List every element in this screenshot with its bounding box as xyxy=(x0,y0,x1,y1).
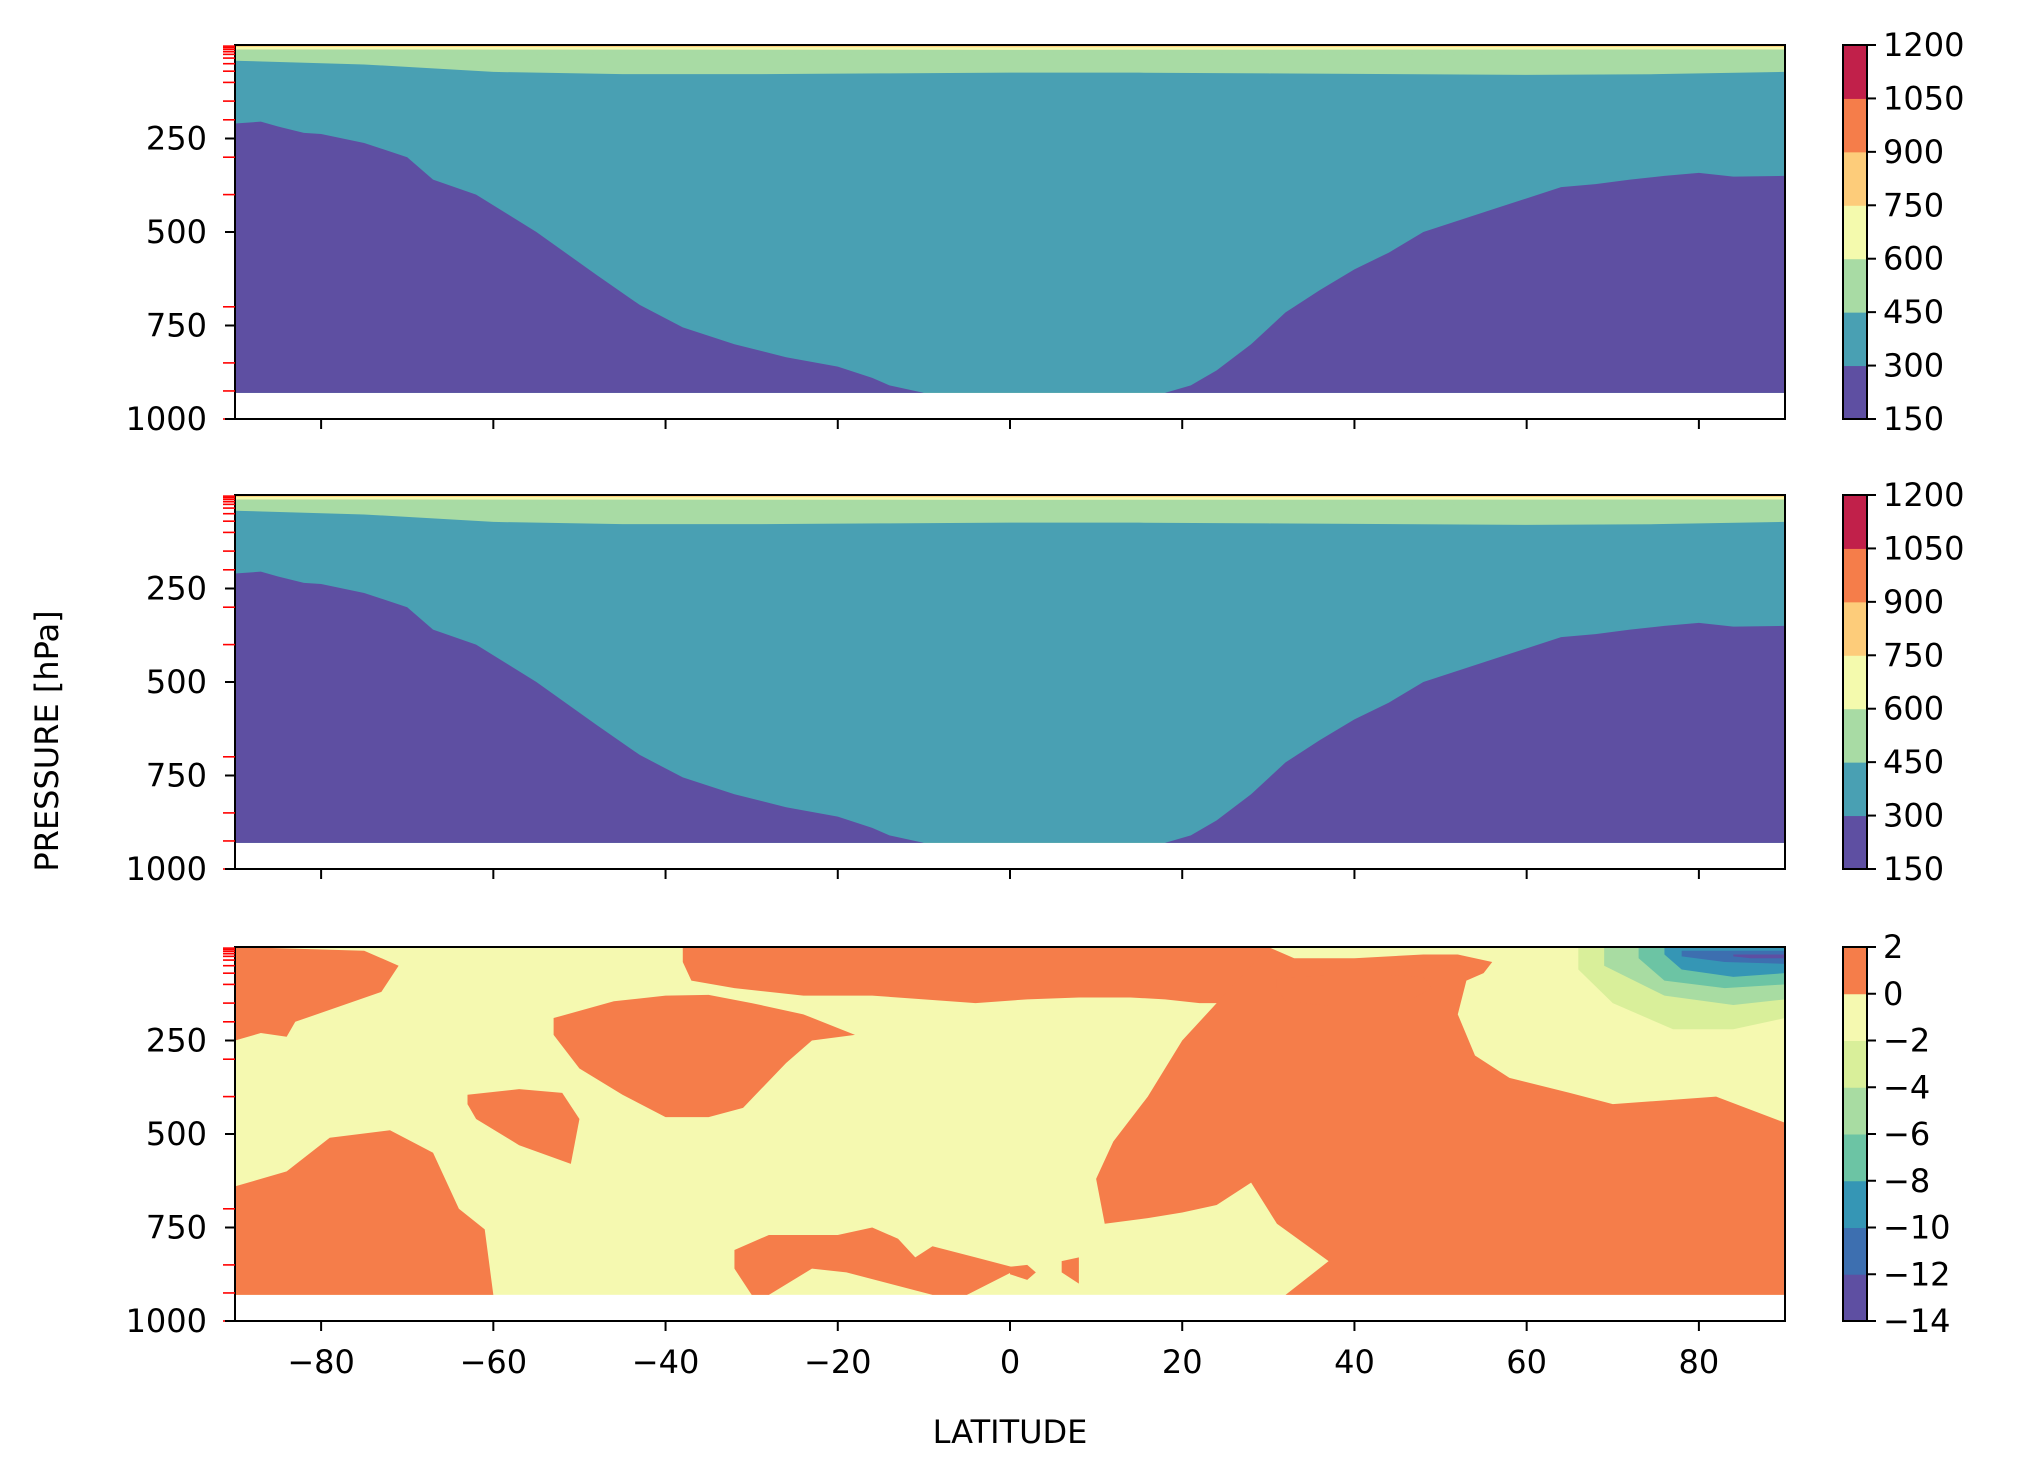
colorbar: 1200 1050 900 750 600 450 300 150 xyxy=(1842,26,1964,438)
colorbar-segment xyxy=(1843,601,1867,656)
colorbar-segment xyxy=(1843,548,1867,603)
y-tick-label: 1000 xyxy=(126,400,207,438)
colorbar-segment xyxy=(1843,1040,1867,1088)
colorbar-tick-label: 150 xyxy=(1883,400,1944,438)
plot-area xyxy=(235,495,1785,843)
y-axis-label: PRESSURE [hPa] xyxy=(28,610,66,871)
x-tick-label: −40 xyxy=(632,1343,700,1381)
colorbar-frame xyxy=(1842,44,1868,420)
band-0-2 xyxy=(467,1089,580,1164)
colorbar-tick-label: −14 xyxy=(1883,1302,1951,1340)
y-tick-label: 500 xyxy=(146,1115,207,1153)
x-tick-label: 80 xyxy=(1679,1343,1720,1381)
y-tick-label: 750 xyxy=(146,307,207,345)
x-tick-label: −80 xyxy=(287,1343,355,1381)
y-tick-label: 250 xyxy=(146,120,207,158)
colorbar-segment xyxy=(1843,258,1867,313)
colorbar-segment xyxy=(1843,993,1867,1041)
band-150-300 xyxy=(235,121,1785,393)
colorbar-frame xyxy=(1842,494,1868,870)
y-tick-label: 750 xyxy=(146,757,207,795)
colorbar-segment xyxy=(1843,495,1867,549)
band-0-2 xyxy=(1096,947,1785,1295)
colorbar-segment xyxy=(1843,98,1867,153)
colorbar-tick-label: 2 xyxy=(1883,928,1903,966)
colorbar-tick-label: 600 xyxy=(1883,240,1944,278)
colorbar-segment xyxy=(1843,655,1867,710)
band-0-2 xyxy=(235,1130,494,1295)
x-tick-label: 60 xyxy=(1506,1343,1547,1381)
colorbar-tick-label: −2 xyxy=(1883,1022,1930,1060)
top-panel: 250 500 750 1000 1200 1050 900 750 600 450 300 150 xyxy=(126,26,1965,438)
colorbar-segment xyxy=(1843,815,1867,870)
x-tick-label: −20 xyxy=(804,1343,872,1381)
y-tick-label: 250 xyxy=(146,570,207,608)
colorbar-segment xyxy=(1843,1227,1867,1275)
colorbar-segment xyxy=(1843,1180,1867,1228)
y-tick-label: 500 xyxy=(146,213,207,251)
colorbar: 1200 1050 900 750 600 450 300 150 xyxy=(1842,476,1964,888)
colorbar-tick-label: 450 xyxy=(1883,743,1944,781)
band-0-2 xyxy=(553,994,855,1118)
band-0-2 xyxy=(734,1227,1019,1295)
colorbar-tick-label: 450 xyxy=(1883,293,1944,331)
colorbar-tick-label: 1050 xyxy=(1883,529,1964,567)
colorbar-tick-label: 150 xyxy=(1883,850,1944,888)
band-0-2 xyxy=(1061,1257,1079,1284)
colorbar-tick-label: 900 xyxy=(1883,583,1944,621)
colorbar-tick-label: 1050 xyxy=(1883,79,1964,117)
colorbar-segment xyxy=(1843,1274,1867,1322)
middle-panel: 250 500 750 1000 1200 1050 900 750 600 450 300 150 xyxy=(126,476,1965,888)
colorbar-tick-label: −4 xyxy=(1883,1068,1930,1106)
colorbar-tick-label: 600 xyxy=(1883,690,1944,728)
colorbar-tick-label: 300 xyxy=(1883,347,1944,385)
colorbar-tick-label: 900 xyxy=(1883,133,1944,171)
colorbar-segment xyxy=(1843,205,1867,260)
colorbar-segment xyxy=(1843,947,1867,995)
colorbar: 2 0 −2 −4 −6 −8 −10 −12 −14 xyxy=(1842,928,1951,1340)
colorbar-segment xyxy=(1843,1134,1867,1182)
x-axis-label: LATITUDE xyxy=(933,1413,1088,1451)
band-150-300 xyxy=(235,571,1785,843)
y-tick-label: 1000 xyxy=(126,850,207,888)
colorbar-segment xyxy=(1843,1087,1867,1135)
y-tick-label: 500 xyxy=(146,663,207,701)
y-tick-label: 250 xyxy=(146,1022,207,1060)
plot-area xyxy=(235,45,1785,393)
y-tick-label: 750 xyxy=(146,1209,207,1247)
x-tick-label: 40 xyxy=(1334,1343,1375,1381)
band-0-2 xyxy=(682,947,1269,1004)
x-tick-label: 0 xyxy=(1000,1343,1020,1381)
colorbar-tick-label: 750 xyxy=(1883,186,1944,224)
colorbar-tick-label: 1200 xyxy=(1883,476,1964,514)
colorbar-segment xyxy=(1843,762,1867,817)
band-0-2 xyxy=(235,947,399,1041)
band-0-2 xyxy=(1276,975,1432,1007)
colorbar-segment xyxy=(1843,312,1867,367)
colorbar-tick-label: −10 xyxy=(1883,1209,1951,1247)
colorbar-segment xyxy=(1843,151,1867,206)
band-0-2 xyxy=(1010,1264,1036,1280)
colorbar-segment xyxy=(1843,365,1867,420)
y-tick-label: 1000 xyxy=(126,1302,207,1340)
band-minus12-minus10 xyxy=(1681,950,1785,964)
colorbar-tick-label: 750 xyxy=(1883,636,1944,674)
x-tick-label: 20 xyxy=(1162,1343,1203,1381)
colorbar-tick-label: −6 xyxy=(1883,1115,1930,1153)
colorbar-segment xyxy=(1843,708,1867,763)
colorbar-tick-label: −12 xyxy=(1883,1255,1951,1293)
colorbar-segment xyxy=(1843,45,1867,99)
plot-area xyxy=(235,947,1785,1295)
colorbar-tick-label: 300 xyxy=(1883,797,1944,835)
colorbar-tick-label: 1200 xyxy=(1883,26,1964,64)
colorbar-tick-label: 0 xyxy=(1883,975,1903,1013)
band-minus14-minus12 xyxy=(1733,954,1785,959)
colorbar-tick-label: −8 xyxy=(1883,1162,1930,1200)
x-tick-label: −60 xyxy=(460,1343,528,1381)
